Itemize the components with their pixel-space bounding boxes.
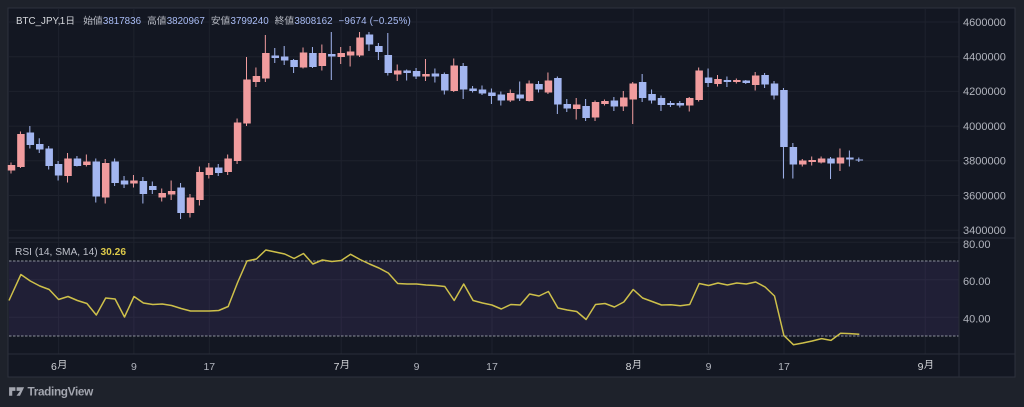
svg-text:9: 9 bbox=[918, 361, 924, 373]
svg-text:−9674 (−0.25%): −9674 (−0.25%) bbox=[339, 16, 411, 27]
svg-text:60.00: 60.00 bbox=[963, 276, 991, 288]
svg-text:30.26: 30.26 bbox=[101, 247, 127, 258]
svg-text:80.00: 80.00 bbox=[963, 239, 991, 251]
svg-text:1: 1 bbox=[60, 16, 65, 27]
svg-text:40.00: 40.00 bbox=[963, 314, 991, 326]
svg-text:4200000: 4200000 bbox=[963, 86, 1006, 98]
svg-text:3808162: 3808162 bbox=[294, 16, 332, 27]
svg-text:17: 17 bbox=[778, 361, 790, 373]
svg-text:3600000: 3600000 bbox=[963, 190, 1006, 202]
svg-text:7: 7 bbox=[334, 361, 340, 373]
svg-text:4600000: 4600000 bbox=[963, 17, 1006, 29]
svg-text:RSI (14, SMA, 14): RSI (14, SMA, 14) bbox=[15, 247, 98, 258]
svg-text:3820967: 3820967 bbox=[167, 16, 205, 27]
svg-text:TradingView: TradingView bbox=[28, 385, 95, 399]
svg-text:3817836: 3817836 bbox=[103, 16, 142, 27]
svg-text:3400000: 3400000 bbox=[963, 225, 1006, 237]
svg-text:17: 17 bbox=[203, 361, 215, 373]
svg-text:8: 8 bbox=[626, 361, 632, 373]
svg-text:4400000: 4400000 bbox=[963, 52, 1006, 64]
svg-text:9: 9 bbox=[131, 361, 137, 373]
svg-text:3799240: 3799240 bbox=[231, 16, 270, 27]
svg-text:BTC_JPY,: BTC_JPY, bbox=[16, 16, 60, 27]
svg-text:9: 9 bbox=[414, 361, 420, 373]
svg-text:17: 17 bbox=[486, 361, 498, 373]
svg-text:4000000: 4000000 bbox=[963, 121, 1006, 133]
svg-text:9: 9 bbox=[706, 361, 712, 373]
svg-text:6: 6 bbox=[51, 361, 57, 373]
svg-text:3800000: 3800000 bbox=[963, 156, 1006, 168]
